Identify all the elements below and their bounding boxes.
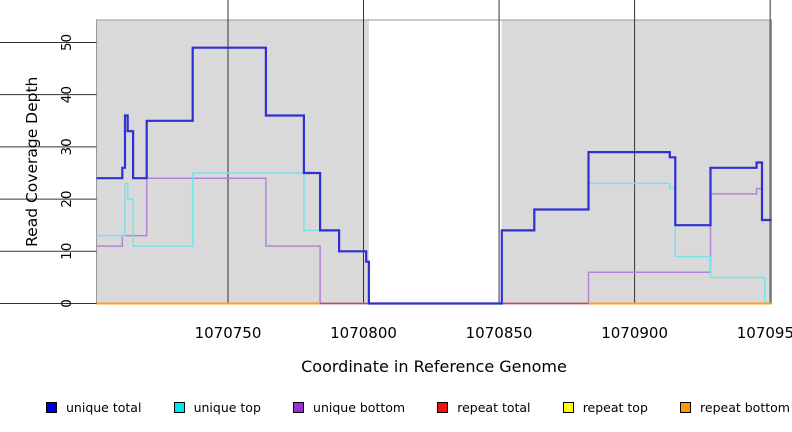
x-axis-title: Coordinate in Reference Genome — [301, 357, 567, 376]
x-tick-label: 1070850 — [466, 324, 533, 342]
coverage-chart: 0 10 20 30 40 50 1070750 1070800 1070850 1070900 1… — [0, 0, 792, 376]
x-tick-label: 1070900 — [601, 324, 668, 342]
legend-label-repeat-top: repeat top — [582, 399, 648, 415]
chart-canvas: 0 10 20 30 40 50 1070750 1070800 1070850 1070900 1… — [0, 0, 792, 376]
y-tick-label: 20 — [59, 190, 75, 207]
unique-top-swatch-icon — [173, 401, 185, 413]
chart-legend: unique total unique top unique bottom repea… — [46, 396, 790, 418]
plot-background-band — [501, 20, 772, 304]
legend-label-repeat-total: repeat total — [457, 399, 531, 415]
legend-item-repeat-bottom: repeat bottom — [680, 400, 790, 415]
unique-bottom-swatch-icon — [293, 401, 305, 413]
unique-total-line — [96, 46, 772, 305]
x-tick-label: 1070950 — [737, 324, 792, 342]
x-tick-label: 1070800 — [330, 324, 397, 342]
y-tick-label: 30 — [59, 138, 75, 155]
y-tick-label: 0 — [59, 299, 75, 308]
x-tick-label: 1070750 — [195, 324, 262, 342]
legend-item-unique-top: unique top — [173, 399, 261, 415]
unique-total-swatch-icon — [46, 401, 57, 413]
legend-item-repeat-total: repeat total — [437, 399, 531, 415]
legend-label-repeat-bottom: repeat bottom — [700, 399, 790, 415]
y-axis-title: Read Coverage Depth — [23, 77, 41, 247]
legend-label-unique-top: unique top — [193, 399, 261, 415]
plot-background-band — [368, 20, 502, 304]
repeat-top-swatch-icon — [562, 401, 574, 413]
y-tick-label: 40 — [59, 86, 75, 103]
legend-label-unique-bottom: unique bottom — [313, 399, 406, 415]
y-tick-label: 10 — [59, 243, 75, 260]
repeat-bottom-swatch-icon — [680, 401, 692, 413]
legend-item-repeat-top: repeat top — [562, 399, 648, 415]
y-tick-label: 50 — [59, 34, 75, 51]
repeat-total-swatch-icon — [437, 401, 449, 413]
legend-item-unique-total: unique total — [46, 400, 141, 415]
legend-label-unique-total: unique total — [66, 399, 142, 415]
plot-background-band — [96, 20, 369, 304]
legend-item-unique-bottom: unique bottom — [293, 400, 405, 415]
